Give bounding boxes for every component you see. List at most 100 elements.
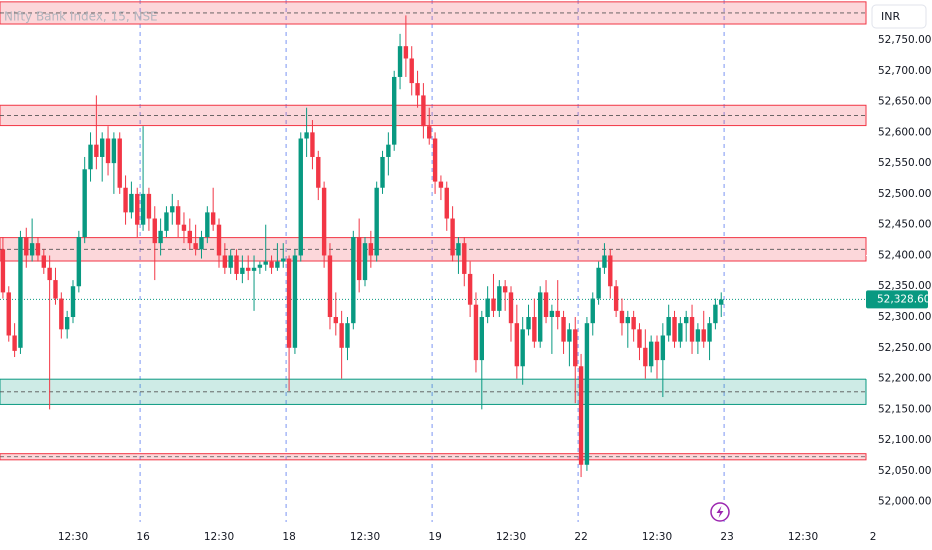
- candle-body: [450, 218, 455, 256]
- candle-body: [578, 366, 584, 465]
- candle-body: [374, 187, 379, 256]
- candle-body: [485, 298, 490, 318]
- candle-body: [514, 323, 520, 367]
- candle-body: [146, 193, 152, 219]
- candle-body: [549, 310, 555, 318]
- candle-body: [152, 218, 157, 244]
- y-tick-label: 52,300.00: [878, 311, 931, 323]
- candle-body: [684, 317, 689, 324]
- candle-body: [520, 329, 525, 367]
- candle-body: [637, 329, 642, 348]
- candle-body: [432, 138, 438, 182]
- currency[interactable]: INR: [881, 10, 900, 23]
- x-tick-label: 23: [720, 531, 733, 543]
- y-tick-label: 52,750.00: [878, 34, 931, 46]
- candle-body: [613, 286, 619, 311]
- candle-body: [158, 230, 163, 244]
- candle-body: [304, 132, 309, 139]
- x-tick-label: 12:30: [496, 531, 526, 543]
- candle-body: [438, 181, 444, 188]
- candle-body: [298, 138, 303, 256]
- candle-body: [380, 156, 385, 188]
- candle-body: [216, 224, 222, 256]
- x-tick-label: 12:30: [204, 531, 234, 543]
- candle-body: [234, 255, 239, 274]
- candle-body: [135, 193, 140, 225]
- currency-button[interactable]: [871, 4, 927, 29]
- candle-body: [351, 236, 356, 324]
- candle-body: [555, 310, 560, 318]
- candle-body: [707, 323, 712, 342]
- candle-body: [368, 243, 374, 256]
- candle-body: [111, 138, 117, 164]
- candle-body: [719, 299, 724, 305]
- y-tick-label: 52,100.00: [878, 434, 931, 446]
- candle-body: [0, 249, 6, 293]
- x-tick-label: 12:30: [788, 531, 818, 543]
- candle-body: [82, 169, 87, 237]
- candle-body: [193, 243, 198, 250]
- y-tick-label: 52,250.00: [878, 342, 931, 354]
- last-price-tag: [866, 290, 928, 309]
- zone: [0, 453, 867, 461]
- candle-body: [660, 335, 666, 361]
- candle-body: [497, 286, 502, 311]
- candle-body: [567, 329, 572, 342]
- candle-body: [310, 132, 315, 157]
- candle-body: [456, 243, 461, 256]
- candle-body: [222, 255, 228, 268]
- candle-body: [210, 212, 216, 225]
- x-tick-label: 2: [870, 531, 877, 543]
- candle-body: [164, 212, 169, 231]
- candle-body: [64, 317, 70, 330]
- candle-body: [275, 261, 280, 268]
- candle-body: [269, 261, 274, 268]
- candle-body: [53, 280, 58, 299]
- y-tick-label: 52,200.00: [878, 373, 931, 385]
- candle-body: [392, 76, 397, 145]
- candle-body: [316, 156, 321, 188]
- zone: [0, 237, 867, 262]
- candle-body: [695, 329, 701, 342]
- candle-body: [701, 329, 706, 342]
- candle-body: [6, 292, 11, 336]
- candle-body: [286, 258, 292, 348]
- candle-body: [666, 317, 671, 336]
- candle-body: [415, 83, 420, 96]
- candle-body: [76, 236, 82, 287]
- zone: [0, 1, 867, 25]
- lightning-icon[interactable]: [710, 502, 730, 522]
- chart-title: Nifty Bank Index, 15, NSE: [4, 10, 158, 24]
- candle-body: [187, 230, 192, 244]
- candle-body: [321, 187, 327, 256]
- candle-body: [421, 95, 426, 127]
- x-tick-label: 12:30: [350, 531, 380, 543]
- candle-body: [643, 347, 648, 367]
- candle-body: [573, 329, 578, 367]
- candle-body: [327, 255, 333, 318]
- candle-body: [88, 144, 93, 170]
- candle-body: [94, 144, 99, 157]
- candle-body: [502, 286, 508, 293]
- x-tick-label: 12:30: [642, 531, 672, 543]
- candle-body: [345, 323, 350, 348]
- candle-body: [59, 298, 64, 330]
- candle-body: [333, 317, 338, 324]
- candle-body: [70, 286, 76, 318]
- candle-body: [181, 224, 187, 231]
- candle-body: [397, 46, 403, 77]
- candle-body: [35, 243, 41, 256]
- x-tick-label: 12:30: [58, 531, 88, 543]
- candle-body: [129, 193, 134, 213]
- candle-body: [532, 317, 537, 342]
- candle-body: [584, 323, 590, 465]
- candle-body: [648, 341, 654, 367]
- candle-body: [386, 144, 391, 157]
- candle-body: [538, 292, 543, 342]
- candle-body: [409, 58, 414, 84]
- plot-area: [0, 0, 867, 522]
- candle-body: [123, 187, 128, 213]
- candle-body: [561, 317, 566, 342]
- candle-body: [508, 292, 514, 324]
